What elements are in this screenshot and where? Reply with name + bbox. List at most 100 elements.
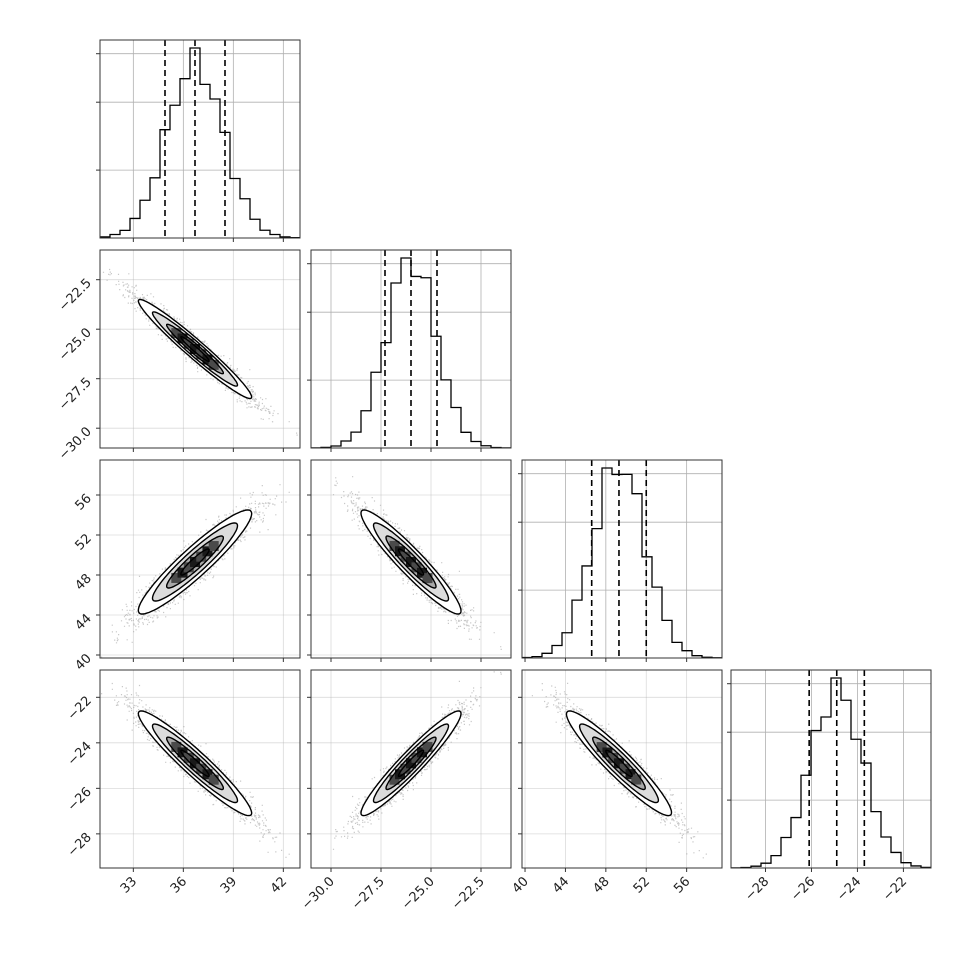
density-cell (417, 747, 427, 758)
density-core (171, 541, 219, 583)
x-tick-label: −27.5 (349, 874, 388, 913)
y-tick-label: −26 (65, 785, 95, 815)
contour-0 (397, 548, 425, 576)
density-cell (406, 758, 416, 769)
density-cell (411, 752, 422, 763)
density-cell (417, 567, 427, 578)
density-cell (208, 541, 219, 552)
panel-frame (99, 459, 301, 659)
density-cell (202, 769, 213, 780)
y-tick-label: 56 (73, 491, 95, 513)
y-tick-label: −22.5 (56, 276, 95, 315)
contour-1 (166, 736, 224, 791)
density-cell (196, 763, 207, 774)
density-core (171, 328, 219, 370)
density-cell (400, 763, 411, 774)
density-cell (208, 774, 219, 785)
panel-content (531, 682, 707, 859)
y-tick-label: 44 (73, 611, 95, 633)
x-tick-label: 56 (671, 874, 693, 896)
contour-3 (137, 298, 253, 400)
density-cell (631, 774, 642, 785)
panel-3-3 (727, 669, 932, 869)
contour-3 (137, 710, 253, 817)
contour-0 (605, 749, 633, 778)
x-tick-label: −30.0 (299, 874, 338, 913)
contour-2 (372, 522, 450, 602)
panel-content (100, 484, 290, 658)
panel-2-1 (310, 459, 512, 659)
density-cell (619, 763, 630, 774)
panel-frame (99, 669, 301, 869)
histogram-3 (731, 677, 931, 868)
panel-content (102, 268, 298, 436)
x-tick-label: 40 (510, 874, 532, 896)
panel-frame (310, 669, 512, 869)
contour-2 (578, 723, 660, 804)
panel-0-0 (96, 39, 301, 239)
y-tick-label: −22 (65, 694, 95, 724)
panel-content (332, 671, 502, 850)
histogram-0 (100, 47, 300, 238)
x-tick-label: −22 (880, 874, 910, 904)
density-cell (208, 359, 219, 370)
panel-2-2 (518, 459, 723, 659)
panel-frame (99, 249, 301, 449)
contour-0 (180, 749, 210, 778)
contour-1 (166, 535, 224, 589)
density-cell (608, 752, 619, 763)
density-cell (202, 354, 213, 365)
contour-3 (360, 710, 462, 817)
panel-frame (310, 249, 512, 449)
contour-2 (151, 311, 239, 387)
density-cell (400, 551, 411, 562)
density-cell (389, 540, 400, 551)
density-cell (196, 551, 207, 562)
density-cell (190, 557, 200, 567)
panel-3-0 (99, 669, 301, 869)
density-cell (411, 562, 422, 573)
x-tick-label: −22.5 (449, 874, 488, 913)
contour-1 (385, 736, 437, 791)
density-core (596, 742, 642, 785)
contour-1 (385, 535, 437, 589)
density-cell (625, 769, 636, 780)
x-tick-label: −26 (788, 874, 818, 904)
density-cell (395, 546, 405, 557)
density-cell (183, 752, 194, 763)
contour-3 (137, 509, 253, 615)
density-core (171, 741, 219, 785)
x-tick-label: 36 (168, 874, 190, 896)
density-cell (171, 572, 182, 583)
x-tick-label: −24 (834, 874, 864, 904)
panel-1-1 (307, 249, 512, 449)
panel-frame (730, 669, 932, 869)
y-tick-label: −25.0 (56, 325, 95, 364)
density-cell (183, 338, 194, 349)
histogram-1 (311, 257, 511, 448)
contour-2 (151, 723, 239, 804)
panel-frame (521, 669, 723, 869)
x-tick-label: 33 (118, 874, 140, 896)
contour-0 (180, 548, 210, 576)
contour-0 (397, 749, 425, 778)
panel-frame (521, 459, 723, 659)
density-cell (171, 741, 182, 752)
panel-3-1 (310, 669, 512, 869)
panel-1-0 (99, 249, 301, 449)
density-cell (183, 562, 194, 573)
density-cell (389, 774, 400, 785)
contour-3 (565, 710, 673, 817)
y-tick-label: −24 (65, 739, 95, 769)
contour-2 (372, 723, 450, 804)
density-core (389, 741, 433, 785)
density-cell (406, 557, 416, 567)
x-tick-label: 48 (590, 874, 612, 896)
density-cell (613, 758, 624, 769)
panel-3-2 (521, 669, 723, 869)
contour-1 (166, 323, 224, 375)
x-tick-label: 39 (218, 874, 240, 896)
density-cell (190, 344, 200, 354)
x-tick-label: −25.0 (399, 874, 438, 913)
y-tick-label: 48 (73, 571, 95, 593)
